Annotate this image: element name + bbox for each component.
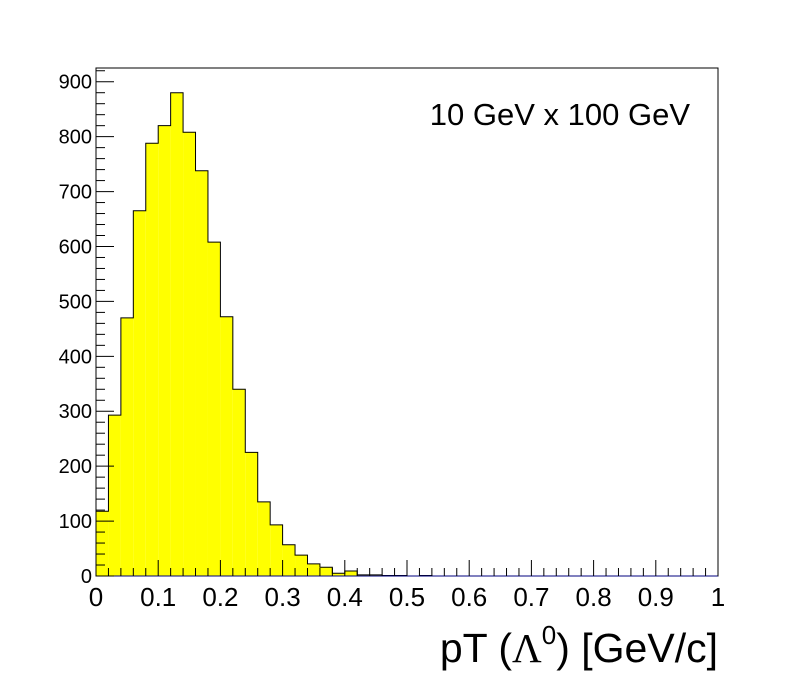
histogram-bars <box>96 92 432 577</box>
x-tick-label: 0.3 <box>265 582 301 612</box>
histogram-bar <box>145 143 159 576</box>
annotation-text: 10 GeV x 100 GeV <box>430 97 691 132</box>
y-tick-label: 700 <box>59 182 92 204</box>
x-axis-title: pT (Λ0) [GeV/c] <box>440 620 718 671</box>
histogram-bar <box>257 501 271 576</box>
x-tick-label: 0 <box>89 582 103 612</box>
histogram-bar <box>232 389 246 576</box>
y-tick-label: 600 <box>59 236 92 258</box>
y-tick-label: 400 <box>59 346 92 368</box>
histogram-bar <box>170 92 184 577</box>
y-tick-label: 100 <box>59 511 92 533</box>
x-tick-label: 0.4 <box>327 582 363 612</box>
histogram-bar <box>133 210 146 576</box>
x-axis-title-main: pT ( <box>440 625 512 671</box>
histogram-bar <box>270 524 283 576</box>
histogram-bar <box>282 544 296 576</box>
histogram-bar <box>120 317 134 576</box>
histogram-bar <box>245 452 258 576</box>
histogram-bar <box>96 511 109 576</box>
y-tick-label: 200 <box>59 456 92 478</box>
histogram-bar <box>332 573 345 576</box>
y-tick-label: 0 <box>81 566 92 588</box>
y-tick-label: 300 <box>59 401 92 423</box>
histogram-bar <box>195 170 208 577</box>
axes: 0 0.1 0.2 0.3 0.4 0.5 0.6 0.7 0.8 0.9 1 0 100 200 300 4… <box>59 70 725 612</box>
histogram-bar <box>158 125 171 577</box>
histogram-bar <box>220 316 233 576</box>
histogram-bar <box>369 574 383 576</box>
x-tick-label: 0.6 <box>451 582 487 612</box>
y-tick-label: 500 <box>59 291 92 313</box>
histogram-bar <box>344 571 358 576</box>
y-tick-label: 900 <box>59 72 92 94</box>
x-tick-label: 0.7 <box>513 582 549 612</box>
x-tick-label: 0.1 <box>140 582 176 612</box>
x-axis-title-superscript: 0 <box>542 620 556 650</box>
x-tick-label: 0.5 <box>389 582 425 612</box>
x-axis-title-symbol: Λ <box>512 625 542 671</box>
x-tick-label: 0.8 <box>576 582 612 612</box>
x-axis-title-tail: ) [GeV/c] <box>556 625 718 671</box>
histogram-bar <box>295 555 308 576</box>
histogram-bar <box>307 563 320 576</box>
x-tick-label: 0.2 <box>202 582 238 612</box>
x-tick-label: 0.9 <box>638 582 674 612</box>
histogram-bar <box>183 132 196 577</box>
histogram-bar <box>108 415 121 576</box>
histogram-bar <box>357 574 370 576</box>
x-tick-label: 1 <box>711 582 725 612</box>
histogram-bar <box>207 242 221 577</box>
y-tick-label: 800 <box>59 127 92 149</box>
histogram-bar <box>319 567 333 576</box>
